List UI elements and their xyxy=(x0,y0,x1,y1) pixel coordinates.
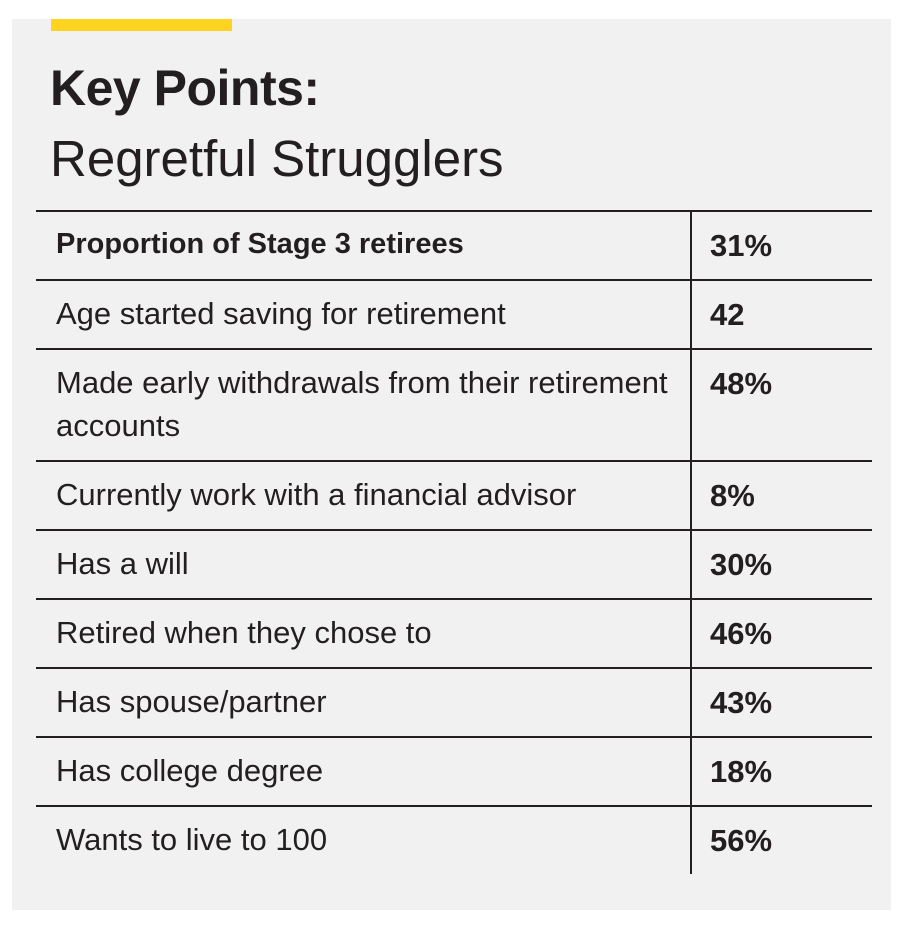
row-label: Proportion of Stage 3 retirees xyxy=(36,212,692,279)
row-value: 42 xyxy=(710,297,745,332)
row-label: Age started saving for retirement xyxy=(36,281,692,348)
row-value: 43% xyxy=(710,685,773,720)
table-row: Currently work with a financial advisor … xyxy=(36,462,872,531)
row-label: Retired when they chose to xyxy=(36,600,692,667)
table-row: Made early withdrawals from their retire… xyxy=(36,350,872,462)
row-value: 48% xyxy=(710,366,773,401)
accent-bar xyxy=(51,19,232,31)
row-label: Has a will xyxy=(36,531,692,598)
row-value: 8% xyxy=(710,478,755,513)
row-label: Has spouse/partner xyxy=(36,669,692,736)
table-row: Retired when they chose to 46% xyxy=(36,600,872,669)
table-row: Proportion of Stage 3 retirees 31% xyxy=(36,212,872,281)
table-row: Age started saving for retirement 42 xyxy=(36,281,872,350)
page-subtitle: Regretful Strugglers xyxy=(50,130,504,187)
row-label: Has college degree xyxy=(36,738,692,805)
table-row: Wants to live to 100 56% xyxy=(36,807,872,874)
row-value: 18% xyxy=(710,754,773,789)
key-points-table: Proportion of Stage 3 retirees 31% Age s… xyxy=(36,210,872,874)
page-title: Key Points: xyxy=(50,60,320,116)
key-points-panel xyxy=(12,19,891,910)
row-label: Currently work with a financial advisor xyxy=(36,462,692,529)
row-label: Wants to live to 100 xyxy=(36,807,692,874)
row-value: 46% xyxy=(710,616,773,651)
table-row: Has a will 30% xyxy=(36,531,872,600)
table-row: Has college degree 18% xyxy=(36,738,872,807)
row-value: 31% xyxy=(710,228,773,263)
row-value: 56% xyxy=(710,823,773,858)
row-value: 30% xyxy=(710,547,773,582)
table-row: Has spouse/partner 43% xyxy=(36,669,872,738)
row-label: Made early withdrawals from their retire… xyxy=(36,350,692,460)
